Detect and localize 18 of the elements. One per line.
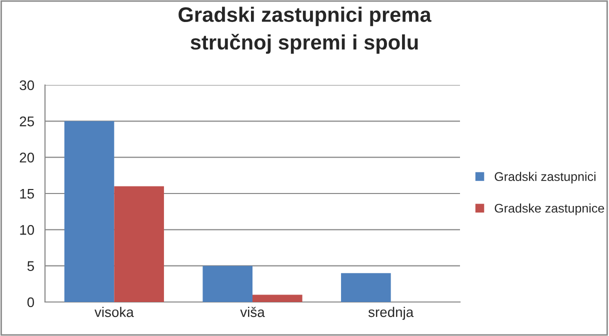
y-tick-label: 20	[20, 152, 34, 163]
bar	[252, 294, 302, 302]
x-tick-label: visoka	[94, 306, 134, 318]
x-tick-label: srednja	[368, 306, 414, 320]
bar	[64, 121, 114, 302]
bar	[341, 273, 391, 302]
y-tick-label: 5	[27, 261, 34, 272]
y-tick-label: 25	[20, 116, 34, 126]
bar	[114, 186, 164, 302]
x-tick-label: viša	[240, 306, 265, 318]
y-tick-label: 30	[20, 80, 34, 90]
y-tick-label: 0	[27, 297, 34, 308]
chart-title: Gradski zastupnici prema stručnoj spremi i spolu	[178, 6, 432, 54]
y-tick-label: 15	[20, 188, 34, 199]
legend-label: Gradski zastupnici	[494, 172, 596, 184]
y-tick-label: 10	[20, 225, 34, 235]
bar	[202, 266, 252, 302]
legend-label: Gradske zastupnice	[494, 204, 604, 216]
